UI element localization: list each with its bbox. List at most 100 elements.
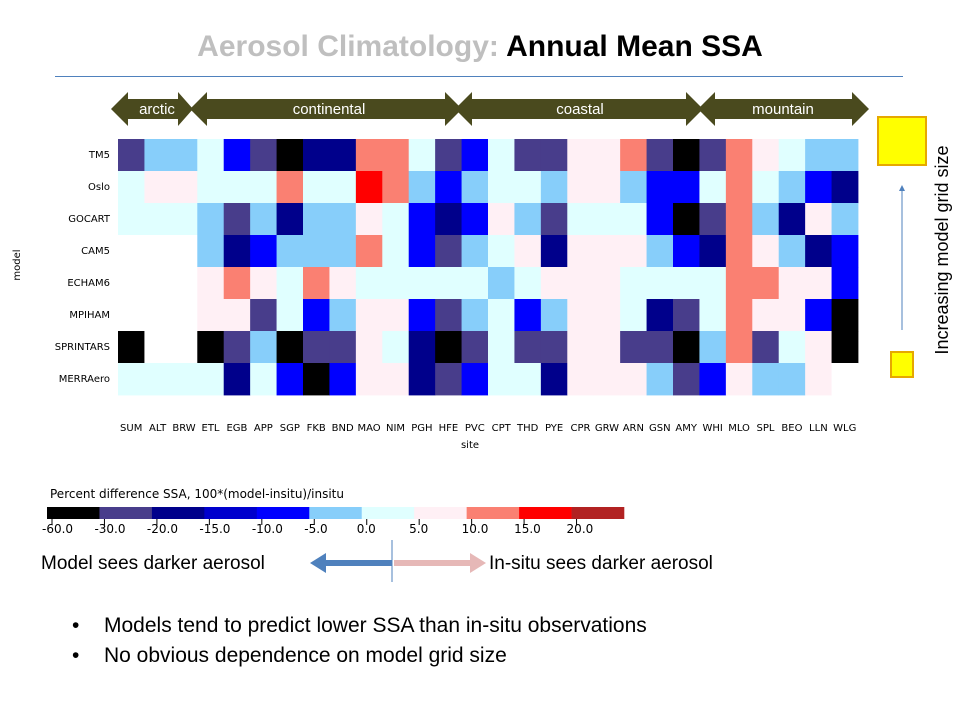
heatmap-cell [408,363,436,396]
heatmap-cell [435,203,462,236]
heatmap-cell [699,299,727,332]
heatmap-cell [646,267,674,300]
heatmap-cell [805,331,832,364]
bullet-item: • Models tend to predict lower SSA than i… [70,614,647,638]
heatmap-cell [778,363,806,396]
heatmap-cell [355,363,383,396]
heatmap-cell [197,235,225,268]
title-main: Annual Mean SSA [506,30,763,63]
heatmap-cell [250,299,277,332]
heatmap-cell [382,331,410,364]
column-label: CPT [492,423,512,434]
colorbar-tick-label: -10.0 [252,522,283,536]
row-label: TM5 [88,150,110,161]
heatmap-cell [699,139,727,172]
heatmap-cell [752,235,780,268]
heatmap-cell [646,171,674,204]
heatmap-cell [382,299,410,332]
heatmap-cell [488,171,515,204]
heatmap-cell [118,139,145,172]
group-arrows: arctic continental coastal mountain [111,92,869,126]
heatmap-cell [435,235,462,268]
heatmap-cell [540,299,568,332]
heatmap-cell [461,363,489,396]
heatmap-cell [778,203,806,236]
heatmap-cell [540,331,568,364]
left-arrow-label: Model sees darker aerosol [41,553,265,574]
heatmap-cell [567,171,595,204]
column-labels: SUM ALT BRW ETL EGB APP SGP FKB BND MAO NIM PGH HFE P… [120,423,856,434]
heatmap-cell [276,171,304,204]
heatmap-cell [567,203,595,236]
heatmap-cell [170,235,198,268]
column-label: GRW [595,423,619,434]
heatmap-cell [646,299,674,332]
heatmap-cell [461,139,489,172]
colorbar-swatch [519,507,572,519]
heatmap-cells [118,139,859,396]
heatmap-cell [699,235,727,268]
heatmap-cell [673,171,700,204]
heatmap-cell [461,267,489,300]
heatmap-cell [725,331,753,364]
group-label-mountain: mountain [752,101,814,118]
row-labels: TM5 Oslo GOCART CAM5 ECHAM6 MPIHAM SPRINTARS ME… [55,150,111,385]
heatmap-cell [752,171,780,204]
heatmap-cell [725,203,753,236]
heatmap-cell [435,331,462,364]
heatmap-cell [303,139,330,172]
heatmap-cell [144,363,172,396]
heatmap-cell [408,331,436,364]
heatmap-cell [435,299,462,332]
heatmap-cell [197,331,225,364]
row-label: Oslo [88,182,110,193]
grid-size-label: Increasing model grid size [932,145,952,354]
heatmap-cell [329,299,357,332]
heatmap-cell [355,171,383,204]
y-axis-label: model [12,249,23,280]
heatmap-cell [620,331,647,364]
column-label: WHI [702,423,722,434]
column-label: AMY [675,423,697,434]
heatmap-cell [250,267,277,300]
heatmap-cell [831,235,859,268]
heatmap-cell [514,235,542,268]
heatmap-cell [461,203,489,236]
heatmap-cell [673,203,700,236]
heatmap-cell [118,171,145,204]
heatmap-cell [197,139,225,172]
column-label: LLN [809,423,828,434]
heatmap-cell [725,171,753,204]
heatmap-cell [725,235,753,268]
column-label: WLG [833,423,856,434]
colorbar-tick-label: 5.0 [409,522,428,536]
row-label: MPIHAM [69,310,110,321]
heatmap-cell [725,139,753,172]
column-label: MLO [728,423,750,434]
small-grid-square [890,351,914,378]
heatmap-cell [488,363,515,396]
heatmap-cell [514,331,542,364]
heatmap-cell [223,363,251,396]
heatmap-cell [593,299,621,332]
heatmap-cell [488,331,515,364]
heatmap-cell [170,363,198,396]
group-arrow-continental [190,92,462,126]
heatmap-cell [276,331,304,364]
heatmap-cell [488,139,515,172]
heatmap-cell [170,139,198,172]
heatmap-cell [197,363,225,396]
heatmap-cell [408,267,436,300]
heatmap-cell [276,139,304,172]
column-label: PVC [465,423,485,434]
heatmap-cell [303,171,330,204]
colorbar-tick-label: 0.0 [357,522,376,536]
colorbar-swatch [361,507,415,519]
heatmap-cell [593,235,621,268]
heatmap-cell [329,139,357,172]
column-label: ARN [623,423,644,434]
heatmap-cell [805,235,832,268]
heatmap-cell [144,299,172,332]
heatmap-cell [250,171,277,204]
heatmap-cell [699,203,727,236]
